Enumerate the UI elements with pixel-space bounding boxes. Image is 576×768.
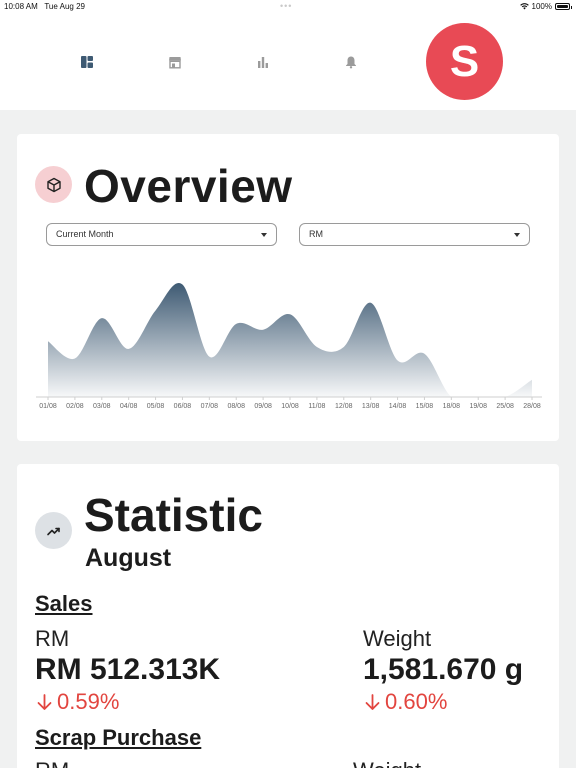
- time-text: 10:08 AM: [4, 2, 38, 11]
- statistic-title: Statistic: [84, 489, 263, 541]
- sales-rm-change: 0.59%: [37, 689, 119, 715]
- overview-title: Overview: [84, 160, 293, 212]
- battery-icon: [555, 3, 572, 10]
- x-tick-label: 15/08: [416, 403, 434, 410]
- x-tick-label: 07/08: [201, 403, 219, 410]
- unit-select[interactable]: RM: [299, 223, 530, 246]
- x-tick-label: 25/08: [496, 403, 514, 410]
- x-tick-label: 02/08: [66, 403, 84, 410]
- area-chart: 01/08 02/08 03/08 04/08 05/08 06/08 07/08 08/08…: [36, 282, 542, 410]
- x-tick-label: 10/08: [281, 403, 299, 410]
- overview-chart: 01/08 02/08 03/08 04/08 05/08 06/08 07/08 08/08…: [34, 264, 546, 414]
- chevron-down-icon: [514, 233, 520, 237]
- period-select[interactable]: Current Month: [46, 223, 277, 246]
- status-time: 10:08 AM Tue Aug 29: [4, 2, 85, 11]
- battery-percent: 100%: [531, 2, 552, 11]
- sales-weight-value: 1,581.670 g: [363, 653, 524, 686]
- x-tick-label: 18/08: [443, 403, 461, 410]
- avatar[interactable]: S: [426, 23, 503, 100]
- x-tick-label: 01/08: [39, 403, 57, 410]
- trending-up-icon: [35, 512, 72, 549]
- date-text: Tue Aug 29: [44, 2, 85, 11]
- scrap-purchase-heading: Scrap Purchase: [35, 725, 202, 750]
- dashboard-icon[interactable]: [80, 55, 94, 69]
- statistic-card: Statistic August Sales RM RM 512.313K 0.…: [17, 464, 559, 768]
- status-right: 100%: [519, 2, 572, 11]
- avatar-initial: S: [449, 36, 480, 86]
- sales-weight-change: 0.60%: [365, 689, 447, 715]
- x-tick-label: 06/08: [174, 403, 192, 410]
- overview-card: Overview Current Month RM 01/08 02/08 03/0…: [17, 134, 559, 441]
- x-tick-label: 12/08: [335, 403, 353, 410]
- x-tick-label: 03/08: [93, 403, 111, 410]
- scrap-weight-label: Weight: [353, 758, 421, 768]
- top-nav: S: [0, 14, 576, 110]
- x-tick-label: 08/08: [227, 403, 245, 410]
- bar-chart-icon[interactable]: [256, 55, 270, 69]
- x-tick-label: 09/08: [254, 403, 272, 410]
- x-tick-label: 14/08: [389, 403, 407, 410]
- unit-select-value: RM: [309, 229, 323, 239]
- cube-icon: [35, 166, 72, 203]
- x-tick-label: 19/08: [469, 403, 487, 410]
- arrow-down-icon: [37, 693, 52, 710]
- sales-weight-label: Weight: [363, 626, 432, 651]
- chart-area-series: [48, 282, 532, 397]
- x-tick-label: 11/08: [308, 403, 325, 410]
- sales-rm-change-text: 0.59%: [57, 689, 120, 714]
- statistic-month: August: [85, 544, 172, 572]
- status-bar: 10:08 AM Tue Aug 29 ••• 100%: [0, 0, 576, 14]
- multitasking-dots[interactable]: •••: [280, 1, 293, 11]
- store-icon[interactable]: [168, 55, 182, 69]
- scrap-rm-label: RM: [35, 758, 69, 768]
- x-tick-label: 05/08: [147, 403, 165, 410]
- wifi-icon: [519, 3, 529, 10]
- bell-icon[interactable]: [344, 55, 358, 69]
- x-tick-label: 04/08: [120, 403, 138, 410]
- period-select-value: Current Month: [56, 229, 114, 239]
- sales-rm-label: RM: [35, 626, 70, 651]
- sales-weight-change-text: 0.60%: [385, 689, 448, 714]
- sales-rm-value: RM 512.313K: [35, 653, 221, 686]
- x-tick-label: 28/08: [523, 403, 541, 410]
- arrow-down-icon: [365, 693, 380, 710]
- x-tick-label: 13/08: [362, 403, 380, 410]
- sales-heading: Sales: [35, 591, 93, 616]
- chevron-down-icon: [261, 233, 267, 237]
